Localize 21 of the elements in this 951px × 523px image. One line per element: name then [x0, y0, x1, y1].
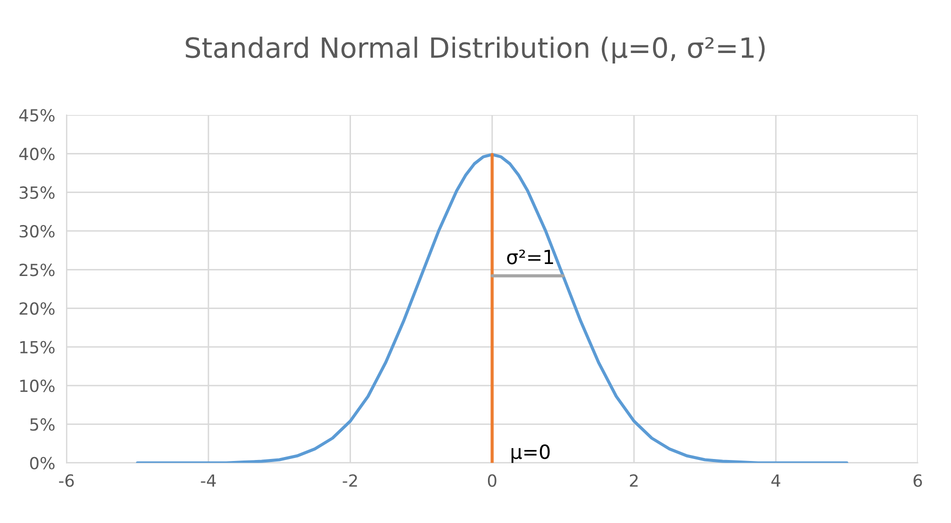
x-tick-label: 6	[914, 474, 922, 487]
y-tick-label: 15%	[20, 340, 55, 354]
x-tick-label: 2	[630, 474, 638, 487]
y-tick-label: 20%	[20, 302, 55, 315]
x-tick-label: 0	[488, 474, 496, 487]
y-tick-label: 25%	[20, 264, 55, 276]
line-series	[136, 152, 848, 463]
y-tick-label: 10%	[20, 380, 55, 392]
annotation: μ=0	[512, 444, 550, 463]
y-tick-label: 5%	[30, 418, 55, 431]
x-tick-label: -6	[59, 474, 74, 487]
y-tick-label: 0%	[30, 456, 55, 470]
x-tick-label: 4	[771, 474, 780, 487]
x-tick-label: -4	[200, 474, 216, 487]
y-tick-label: 30%	[20, 224, 55, 238]
y-tick-label: 45%	[19, 109, 55, 122]
y-tick-label: 35%	[20, 186, 55, 199]
y-tick-label: 40%	[19, 148, 55, 160]
chart-title: Standard Normal Distribution (μ=0, σ²=1)	[186, 36, 765, 64]
annotation: σ²=1	[507, 250, 554, 264]
x-tick-label: -2	[342, 474, 357, 487]
